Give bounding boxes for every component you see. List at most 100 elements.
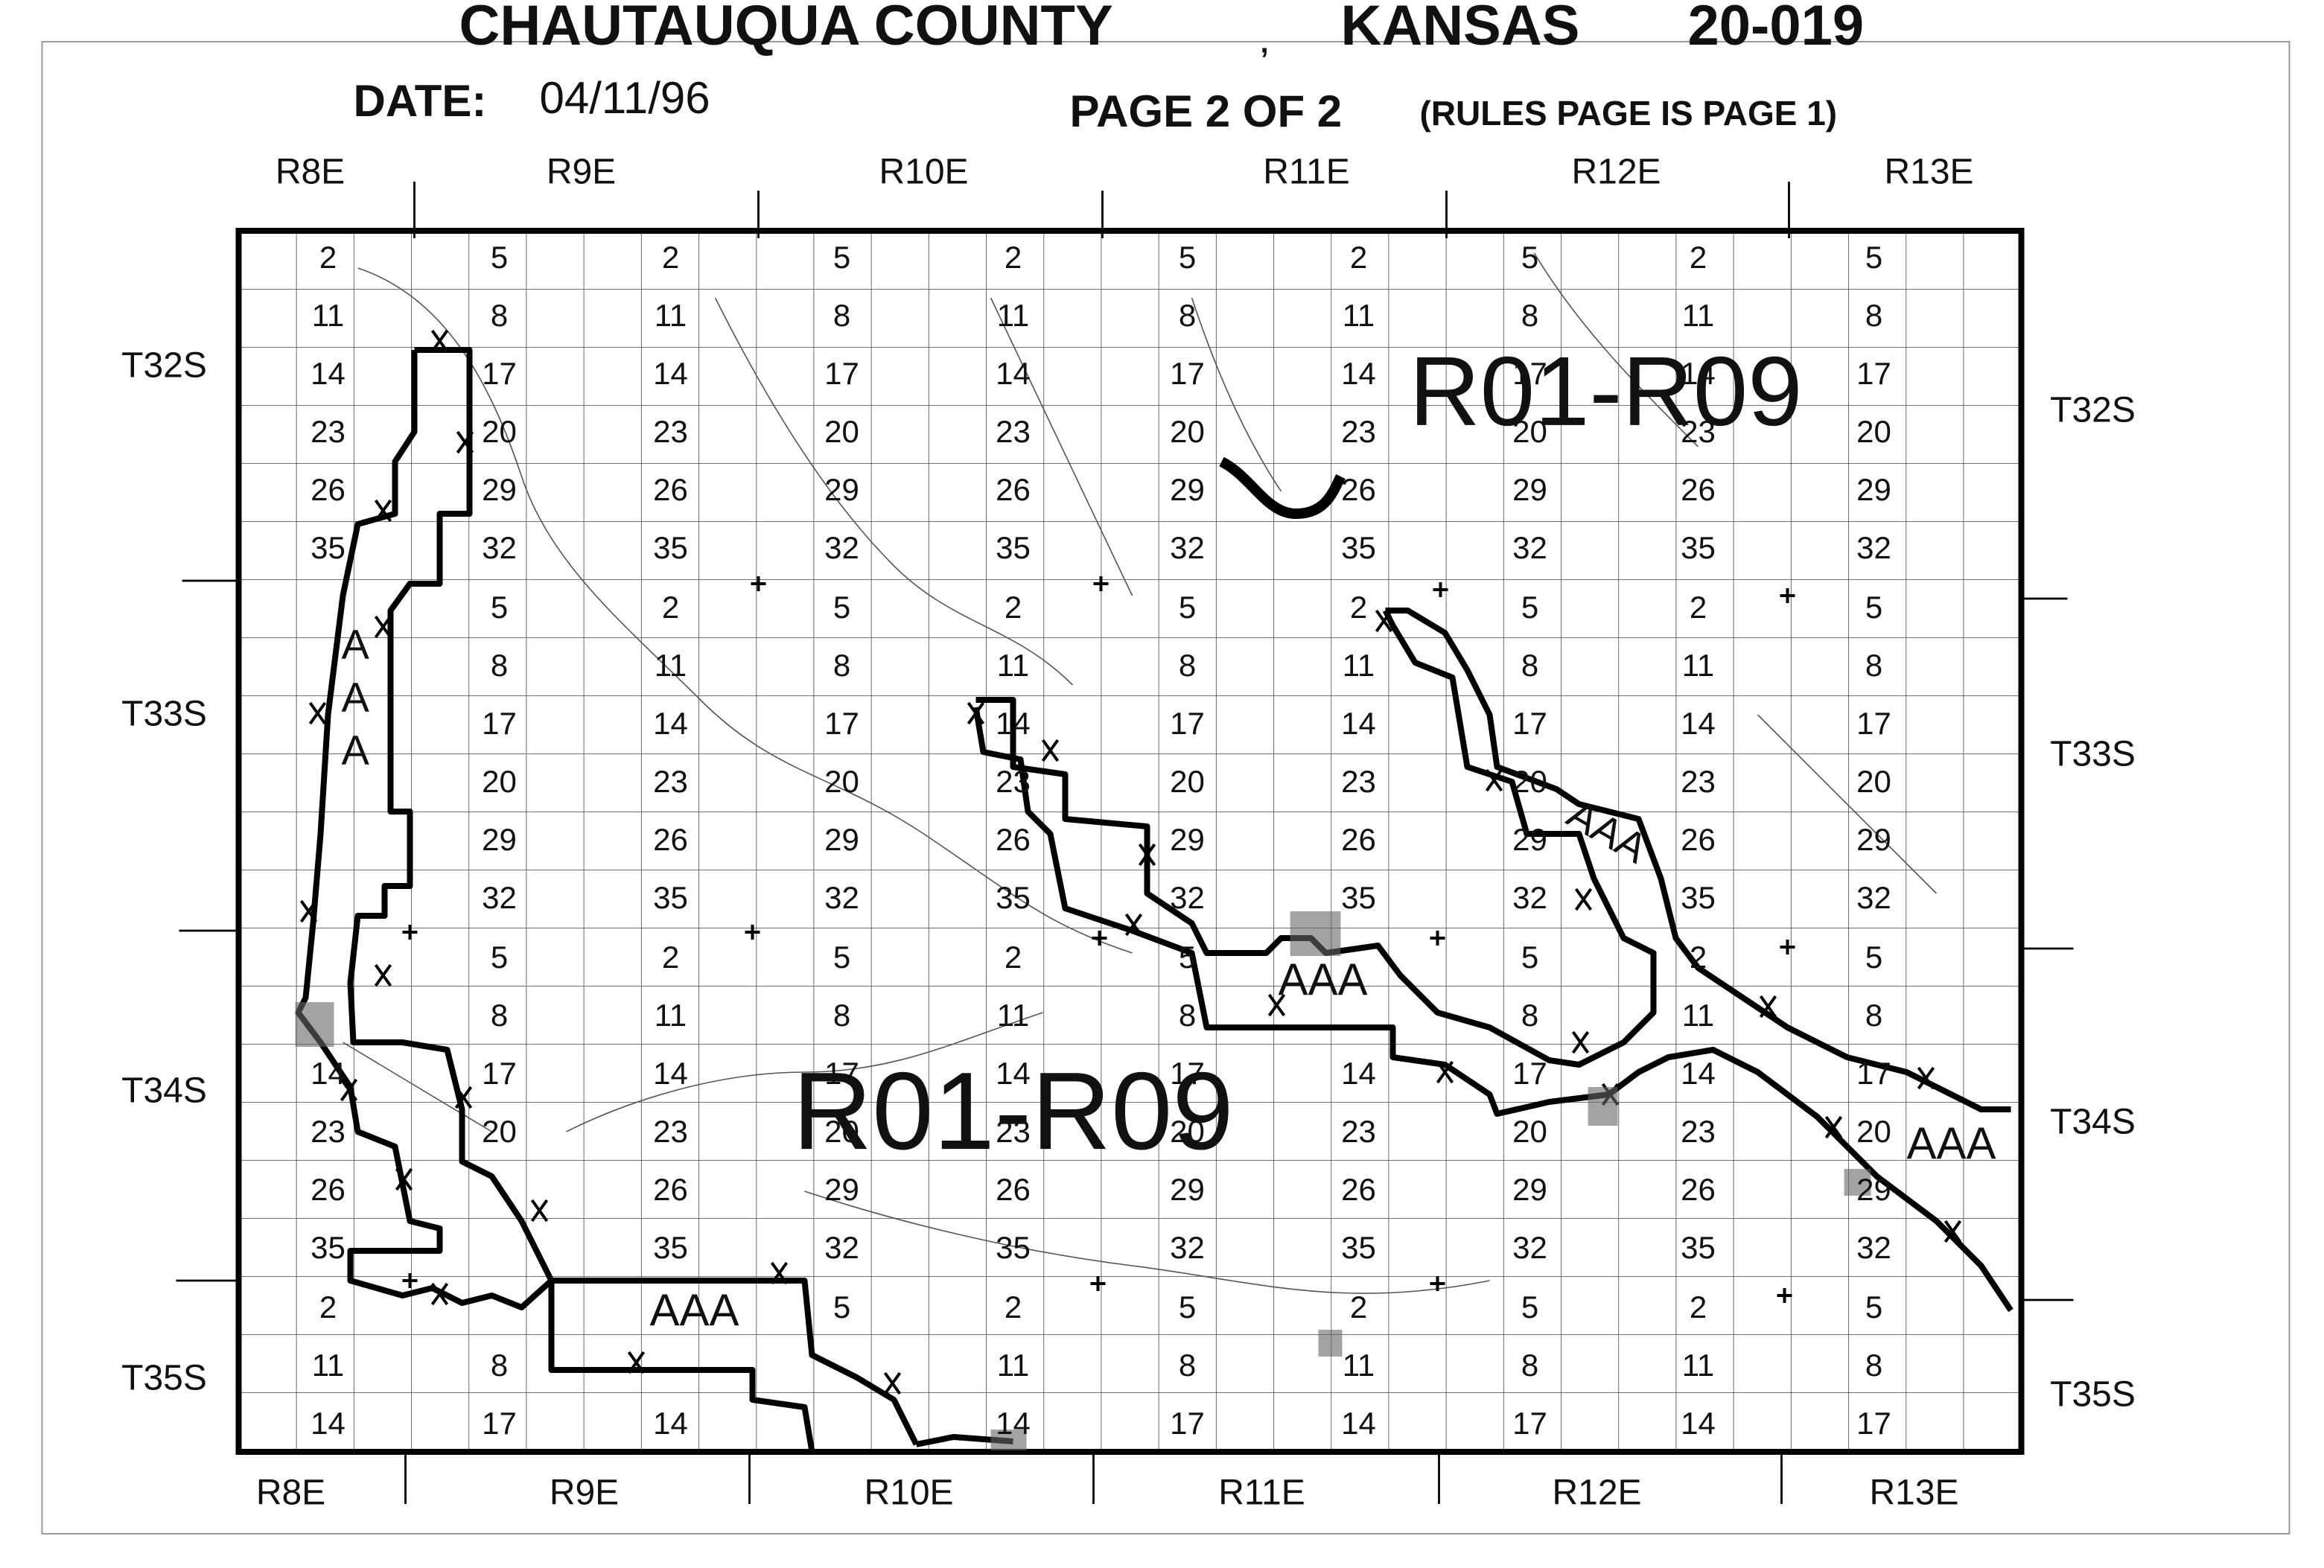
section-number: 26: [1341, 1172, 1376, 1207]
section-number: 20: [482, 764, 517, 799]
ticks: [176, 182, 2074, 1504]
section-number: 2: [1350, 1290, 1367, 1325]
section-number: 5: [491, 940, 508, 975]
section-number: 5: [1865, 1290, 1882, 1325]
section-number: 26: [1681, 472, 1716, 507]
section-number: 20: [1170, 1114, 1205, 1149]
section-number: 26: [1341, 472, 1376, 507]
section-number: 5: [833, 590, 850, 625]
section-number: 14: [996, 706, 1031, 741]
section-number: 8: [1521, 1348, 1538, 1383]
section-number: 11: [997, 648, 1030, 683]
range-label: R13E: [1869, 1473, 1958, 1513]
streams: [343, 252, 1938, 1294]
section-number: 5: [491, 590, 508, 625]
section-number: 20: [482, 1114, 517, 1149]
section-number: 32: [1170, 1230, 1205, 1265]
section-number: 32: [824, 880, 859, 915]
section-number: 35: [1341, 880, 1376, 915]
section-number: 29: [1512, 822, 1547, 857]
section-number: 2: [1350, 240, 1367, 275]
section-number: 8: [1179, 1348, 1196, 1383]
date: 04/11/96: [540, 73, 710, 123]
section-number: 14: [653, 1406, 688, 1441]
section-number: 11: [997, 298, 1030, 333]
section-number: 26: [653, 1172, 688, 1207]
section-number: 32: [1512, 530, 1547, 565]
section-number: 23: [653, 1114, 688, 1149]
zone-label: AAA: [332, 621, 379, 780]
range-label: R10E: [864, 1473, 953, 1513]
section-number: 32: [1170, 530, 1205, 565]
section-number: 11: [1682, 998, 1715, 1033]
section-number: 2: [1350, 590, 1367, 625]
section-number: 23: [1681, 414, 1716, 449]
section-number: 29: [1170, 1172, 1205, 1207]
section-number: 23: [1341, 414, 1376, 449]
section-number: 26: [311, 472, 346, 507]
section-number: 35: [1681, 880, 1716, 915]
section-number: 8: [1179, 298, 1196, 333]
township-label: T33S: [121, 695, 207, 734]
section-number: 14: [1341, 1406, 1376, 1441]
section-number: 5: [1521, 590, 1538, 625]
section-number: 14: [1681, 1406, 1716, 1441]
section-number: 5: [1179, 590, 1196, 625]
section-number: 29: [824, 472, 859, 507]
section-number: 5: [1179, 240, 1196, 275]
section-number: 17: [1512, 1406, 1547, 1441]
section-number: 8: [491, 1348, 508, 1383]
section-number: 8: [491, 298, 508, 333]
section-number: 17: [1512, 1056, 1547, 1091]
section-number: 17: [1856, 1056, 1891, 1091]
range-label: R9E: [550, 1473, 619, 1513]
section-number: 20: [1512, 414, 1547, 449]
section-number: 5: [1865, 940, 1882, 975]
section-number: 35: [1341, 530, 1376, 565]
section-number: 5: [491, 240, 508, 275]
section-number: 5: [1521, 1290, 1538, 1325]
section-number: 17: [1170, 706, 1205, 741]
section-number: 32: [1856, 530, 1891, 565]
section-number: 32: [824, 1230, 859, 1265]
section-number: 5: [833, 240, 850, 275]
range-label: R8E: [276, 153, 345, 192]
state-title: KANSAS: [1341, 0, 1580, 57]
section-number: 32: [482, 880, 517, 915]
section-number: 23: [311, 414, 346, 449]
section-number: 35: [1681, 530, 1716, 565]
section-number: 2: [1690, 240, 1707, 275]
zone-label: AAA: [1278, 954, 1367, 1004]
section-number: 11: [1343, 298, 1375, 333]
section-number: 14: [1341, 356, 1376, 391]
section-number: 14: [653, 1056, 688, 1091]
section-number: 35: [1341, 1230, 1376, 1265]
page-frame: [41, 41, 2290, 1534]
section-number: 5: [1865, 590, 1882, 625]
section-number: 35: [311, 1230, 346, 1265]
range-label: R11E: [1263, 153, 1350, 192]
section-number: 23: [996, 764, 1031, 799]
township-label: T32S: [121, 346, 207, 386]
section-number: 32: [1856, 880, 1891, 915]
county-code: 20-019: [1688, 0, 1865, 57]
section-number: 17: [482, 706, 517, 741]
section-number: 29: [482, 472, 517, 507]
section-number: 17: [482, 1406, 517, 1441]
section-number: 17: [824, 1056, 859, 1091]
section-number: 14: [311, 356, 346, 391]
section-number: 5: [1521, 940, 1538, 975]
section-number: 35: [653, 530, 688, 565]
section-number: 17: [1170, 1056, 1205, 1091]
section-number: 29: [824, 822, 859, 857]
section-number: 29: [824, 1172, 859, 1207]
section-number: 35: [653, 880, 688, 915]
range-label: R8E: [256, 1473, 325, 1513]
township-label: T35S: [121, 1359, 207, 1398]
section-number: 11: [997, 1348, 1030, 1383]
section-number: 2: [1005, 590, 1022, 625]
section-number: 8: [833, 998, 850, 1033]
section-number: 26: [996, 822, 1031, 857]
page-note: (RULES PAGE IS PAGE 1): [1420, 94, 1838, 133]
section-number: 2: [662, 240, 679, 275]
